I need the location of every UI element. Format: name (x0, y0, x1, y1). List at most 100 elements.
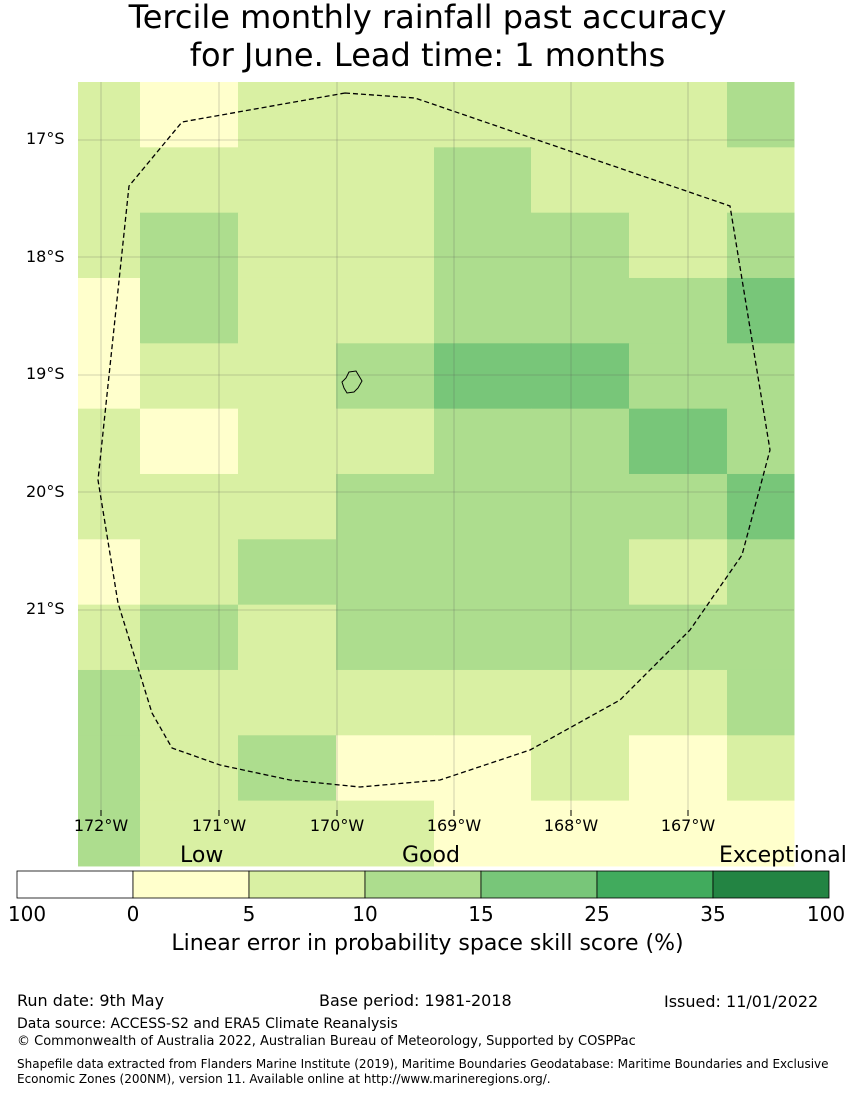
grid-cell (238, 669, 337, 736)
lon-label-171w: 171°W (191, 816, 247, 835)
grid-cell (78, 539, 141, 606)
grid-cell (727, 147, 795, 214)
cbar-tick-1: 0 (126, 902, 140, 926)
cbar-tick-6: 35 (700, 902, 726, 926)
grid-cell (629, 473, 728, 540)
cbar-tick-2: 5 (242, 902, 256, 926)
grid-cell (336, 82, 435, 148)
grid-cell (78, 669, 141, 736)
niue-island-outline (341, 370, 363, 394)
issued-date: Issued: 11/01/2022 (664, 992, 819, 1011)
data-source: Data source: ACCESS-S2 and ERA5 Climate … (17, 1016, 398, 1032)
grid-cell (238, 800, 337, 867)
grid-cell (434, 473, 532, 540)
cbar-tick-3: 10 (352, 902, 378, 926)
grid-cell (140, 669, 239, 736)
grid-cell (238, 604, 337, 671)
grid-cell (140, 604, 239, 671)
grid-cell (238, 212, 337, 279)
colorbar-segment (712, 870, 830, 899)
grid-cell (238, 147, 337, 214)
grid-cell (434, 539, 532, 606)
grid-cell (78, 212, 141, 279)
grid-cell (434, 212, 532, 279)
grid-cell (531, 408, 630, 475)
grid-cell (140, 343, 239, 410)
grid-cell (238, 343, 337, 410)
grid-cell (140, 735, 239, 802)
grid-cell (434, 735, 532, 802)
lat-label-21s: 21°S (26, 599, 65, 618)
grid-cell (336, 735, 435, 802)
grid-cell (336, 408, 435, 475)
grid-cell (336, 800, 435, 867)
grid-cell (531, 343, 630, 410)
grid-cell (727, 473, 795, 540)
grid-cell (238, 473, 337, 540)
lat-label-17s: 17°S (26, 129, 65, 148)
grid-cell (727, 343, 795, 410)
grid-cell (531, 212, 630, 279)
colorbar-segment (480, 870, 598, 899)
grid-cell (727, 408, 795, 475)
lon-label-168w: 168°W (543, 816, 599, 835)
grid-cell (434, 82, 532, 148)
grid-cell (238, 408, 337, 475)
shapefile-credit: Shapefile data extracted from Flanders M… (17, 1057, 829, 1086)
grid-cell (434, 343, 532, 410)
grid-cell (140, 539, 239, 606)
category-exceptional: Exceptional (719, 843, 847, 868)
grid-cell (629, 539, 728, 606)
grid-cell (434, 408, 532, 475)
grid-cell (434, 800, 532, 867)
colorbar-segment (132, 870, 250, 899)
grid-cell (140, 800, 239, 867)
grid-cell (238, 277, 337, 344)
grid-cell (629, 408, 728, 475)
grid-cell (727, 539, 795, 606)
grid-cell (434, 277, 532, 344)
grid-cell (78, 735, 141, 802)
lon-label-172w: 172°W (73, 816, 129, 835)
colorbar-label: Linear error in probability space skill … (171, 931, 684, 956)
grid-cell (78, 277, 141, 344)
grid-cell (434, 604, 532, 671)
grid-cell (78, 408, 141, 475)
colorbar-segment (364, 870, 482, 899)
grid-cell (629, 147, 728, 214)
colorbar-segment (16, 870, 134, 899)
cbar-tick-4: 15 (468, 902, 494, 926)
grid-cell (531, 604, 630, 671)
grid-cell (434, 669, 532, 736)
cbar-tick-0: 100 (7, 902, 47, 926)
grid-cell (336, 669, 435, 736)
copyright: © Commonwealth of Australia 2022, Austra… (17, 1034, 636, 1049)
grid-cell (727, 669, 795, 736)
grid-cell (140, 212, 239, 279)
grid-cell (434, 147, 532, 214)
grid-cell (727, 735, 795, 802)
grid-cell (140, 277, 239, 344)
grid-cell (140, 473, 239, 540)
grid-cell (336, 604, 435, 671)
grid-cell (727, 800, 795, 867)
grid-cell (140, 408, 239, 475)
colorbar (16, 870, 830, 899)
grid-cell (336, 539, 435, 606)
base-period: Base period: 1981-2018 (319, 991, 512, 1010)
grid-cell (531, 82, 630, 148)
map-title-line2: for June. Lead time: 1 months (189, 36, 666, 74)
grid-cell (629, 82, 728, 148)
category-low: Low (180, 843, 224, 868)
grid-cell (727, 277, 795, 344)
grid-cell (336, 277, 435, 344)
map-title-line1: Tercile monthly rainfall past accuracy (128, 0, 727, 36)
graticule (78, 82, 794, 810)
grid-cell (531, 669, 630, 736)
grid-cell (629, 277, 728, 344)
grid-cell (629, 735, 728, 802)
grid-cell (727, 212, 795, 279)
grid-cell (531, 539, 630, 606)
grid-cell (336, 212, 435, 279)
